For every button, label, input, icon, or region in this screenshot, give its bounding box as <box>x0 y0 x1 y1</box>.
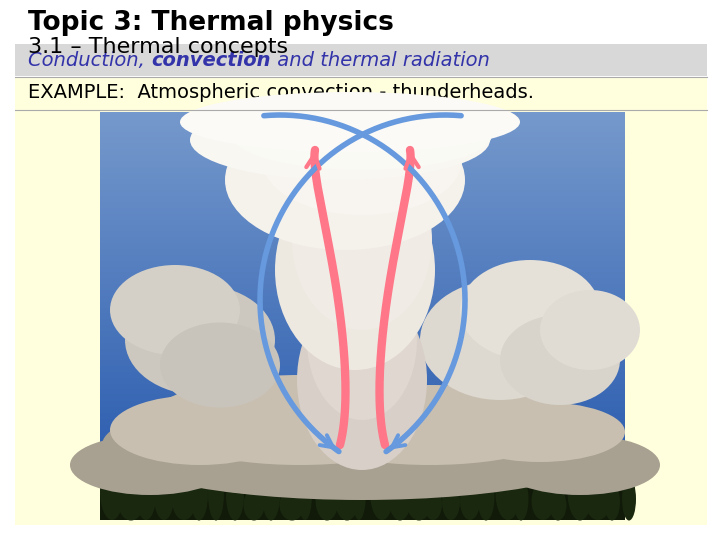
Ellipse shape <box>477 474 495 521</box>
Ellipse shape <box>279 489 305 521</box>
Ellipse shape <box>387 463 413 521</box>
Bar <box>15 77 707 110</box>
Ellipse shape <box>190 100 490 180</box>
Ellipse shape <box>125 285 275 395</box>
Ellipse shape <box>549 489 567 521</box>
Ellipse shape <box>531 482 554 520</box>
Ellipse shape <box>110 265 240 355</box>
Text: and thermal radiation: and thermal radiation <box>271 51 490 70</box>
Ellipse shape <box>307 260 417 420</box>
Ellipse shape <box>232 100 492 170</box>
Ellipse shape <box>275 170 435 370</box>
Ellipse shape <box>460 482 480 520</box>
Ellipse shape <box>352 466 366 520</box>
Ellipse shape <box>424 488 442 520</box>
Ellipse shape <box>100 462 124 520</box>
Ellipse shape <box>225 110 465 250</box>
Ellipse shape <box>405 476 433 521</box>
Ellipse shape <box>334 469 360 521</box>
Text: Conduction,: Conduction, <box>28 51 151 70</box>
Ellipse shape <box>102 390 622 500</box>
Ellipse shape <box>500 435 660 495</box>
Ellipse shape <box>226 469 244 521</box>
Ellipse shape <box>190 468 208 521</box>
Text: EXAMPLE:  Atmospheric convection - thunderheads.: EXAMPLE: Atmospheric convection - thunde… <box>28 84 534 103</box>
Ellipse shape <box>585 484 611 520</box>
Ellipse shape <box>180 92 520 152</box>
Ellipse shape <box>455 402 625 462</box>
Text: convection: convection <box>151 51 271 70</box>
Ellipse shape <box>442 484 460 520</box>
Ellipse shape <box>110 395 290 465</box>
Ellipse shape <box>290 385 570 465</box>
Ellipse shape <box>298 470 312 520</box>
Ellipse shape <box>460 260 600 360</box>
Ellipse shape <box>118 483 144 521</box>
Ellipse shape <box>604 483 620 521</box>
Bar <box>15 110 707 525</box>
Ellipse shape <box>495 466 521 520</box>
Ellipse shape <box>70 435 230 495</box>
Bar <box>100 460 625 520</box>
Text: Topic 3: Thermal physics: Topic 3: Thermal physics <box>28 10 394 36</box>
Ellipse shape <box>136 470 156 520</box>
Ellipse shape <box>567 463 593 521</box>
Ellipse shape <box>513 477 528 521</box>
Ellipse shape <box>172 480 196 520</box>
Ellipse shape <box>160 322 280 408</box>
Ellipse shape <box>150 415 410 495</box>
Ellipse shape <box>261 462 281 521</box>
Ellipse shape <box>540 290 640 370</box>
Ellipse shape <box>262 105 462 215</box>
Text: 3.1 – Thermal concepts: 3.1 – Thermal concepts <box>28 37 288 57</box>
Ellipse shape <box>243 489 264 521</box>
Ellipse shape <box>420 280 580 400</box>
Ellipse shape <box>622 477 636 521</box>
Ellipse shape <box>297 290 427 470</box>
Ellipse shape <box>292 150 432 330</box>
Ellipse shape <box>150 375 450 465</box>
Ellipse shape <box>370 464 394 520</box>
Ellipse shape <box>154 472 174 520</box>
Ellipse shape <box>315 480 338 521</box>
Ellipse shape <box>208 468 224 521</box>
Ellipse shape <box>350 425 550 495</box>
Bar <box>15 44 707 76</box>
Ellipse shape <box>500 315 620 405</box>
